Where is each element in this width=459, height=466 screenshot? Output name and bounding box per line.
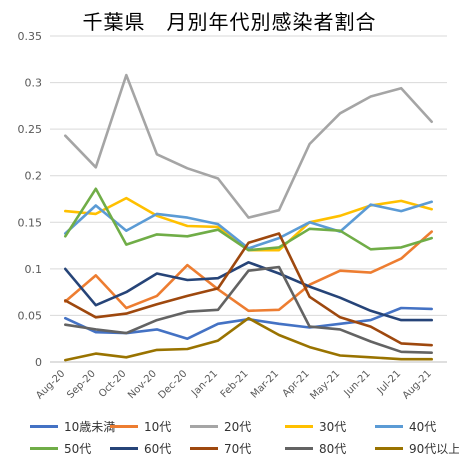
legend-swatch <box>285 447 313 450</box>
legend-item: 10代 <box>110 418 171 435</box>
x-tick-label: Sep-20 <box>65 368 98 401</box>
legend-item: 90代以上 <box>375 440 459 457</box>
legend-label: 30代 <box>319 420 347 434</box>
legend-item: 70代 <box>190 440 251 457</box>
series-line <box>64 232 434 347</box>
legend-swatch <box>190 447 218 450</box>
legend-item: 20代 <box>190 418 251 435</box>
y-tick-label: 0.1 <box>25 263 43 276</box>
legend-swatch <box>30 425 58 428</box>
series-line <box>64 316 434 362</box>
x-tick-label: Nov-20 <box>126 368 159 401</box>
x-tick-label: Dec-20 <box>157 368 190 401</box>
x-tick-label: Oct-20 <box>97 368 129 400</box>
x-tick-label: Jan-21 <box>189 368 220 399</box>
y-tick-label: 0.25 <box>18 123 43 136</box>
y-tick-label: 0.35 <box>18 30 43 43</box>
legend-label: 40代 <box>409 420 437 434</box>
y-tick-label: 0.2 <box>25 170 43 183</box>
legend-label: 80代 <box>319 442 347 456</box>
x-tick-label: Mar-21 <box>249 368 281 400</box>
x-tick-label: Jun-21 <box>342 368 373 399</box>
legend-item: 80代 <box>285 440 346 457</box>
legend-swatch <box>110 447 138 450</box>
legend-swatch <box>375 425 403 428</box>
legend-swatch <box>285 425 313 428</box>
legend-item: 10歳未満 <box>30 418 115 435</box>
legend-swatch <box>375 447 403 450</box>
legend-label: 20代 <box>224 420 252 434</box>
y-tick-label: 0 <box>35 356 42 369</box>
x-tick-label: Jul-21 <box>375 368 404 397</box>
legend-label: 90代以上 <box>409 442 459 456</box>
series-line <box>64 265 434 355</box>
x-tick-label: Feb-21 <box>219 368 251 400</box>
series-line <box>64 260 434 322</box>
legend-item: 40代 <box>375 418 436 435</box>
legend-label: 10代 <box>144 420 172 434</box>
legend-swatch <box>30 447 58 450</box>
x-tick-label: May-21 <box>308 368 342 402</box>
legend-swatch <box>190 425 218 428</box>
legend-item: 50代 <box>30 440 91 457</box>
y-tick-label: 0.15 <box>18 216 43 229</box>
legend-label: 50代 <box>64 442 92 456</box>
legend-label: 70代 <box>224 442 252 456</box>
series-line <box>64 230 434 313</box>
series-line <box>64 187 434 252</box>
x-tick-label: Aug-21 <box>401 368 434 401</box>
legend-label: 10歳未満 <box>64 420 116 434</box>
y-tick-label: 0.3 <box>25 77 43 90</box>
legend-item: 60代 <box>110 440 171 457</box>
series-line <box>64 73 434 219</box>
chart-title: 千葉県 月別年代別感染者割合 <box>82 10 377 34</box>
x-tick-label: Apr-21 <box>281 368 312 399</box>
x-tick-label: Aug-20 <box>34 368 67 401</box>
legend-swatch <box>110 425 138 428</box>
legend-label: 60代 <box>144 442 172 456</box>
y-tick-label: 0.05 <box>18 309 43 322</box>
legend-item: 30代 <box>285 418 346 435</box>
series-line <box>64 200 434 250</box>
